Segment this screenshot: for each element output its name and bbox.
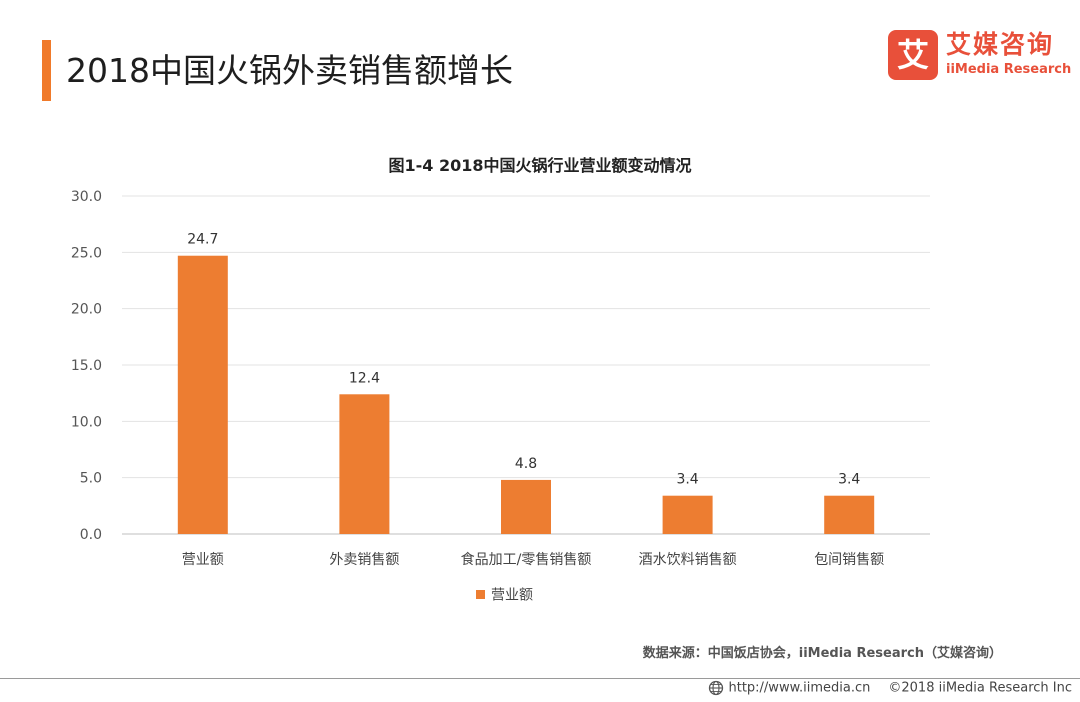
footer-divider: [0, 678, 1080, 679]
data-source-note: 数据来源：中国饭店协会，iiMedia Research（艾媒咨询）: [642, 646, 1002, 661]
y-tick-label: 0.0: [80, 527, 102, 543]
bar: [824, 495, 875, 534]
chart-title: 图1-4 2018中国火锅行业营业额变动情况: [388, 156, 692, 175]
logo-mark: 艾: [888, 30, 938, 80]
y-tick-label: 15.0: [71, 358, 102, 374]
footer: http://www.iimedia.cn ©2018 iiMedia Resea…: [708, 680, 1072, 698]
x-tick-label: 包间销售额: [814, 552, 884, 568]
footer-copyright: ©2018 iiMedia Research Inc: [888, 680, 1072, 696]
x-tick-label: 酒水饮料销售额: [639, 552, 737, 568]
x-tick-label: 营业额: [182, 552, 224, 568]
x-tick-label: 外卖销售额: [329, 552, 399, 568]
y-tick-label: 20.0: [71, 302, 102, 318]
bar: [662, 495, 713, 534]
y-tick-label: 30.0: [71, 189, 102, 205]
footer-url-link[interactable]: http://www.iimedia.cn: [728, 680, 871, 696]
title-accent-bar: [42, 40, 51, 101]
logo-name-en: iiMedia Research: [946, 62, 1072, 77]
globe-icon: [709, 680, 724, 696]
data-label: 3.4: [676, 472, 698, 488]
data-label: 4.8: [515, 456, 537, 472]
chart-legend: 营业额: [476, 584, 533, 604]
bar: [501, 479, 551, 534]
data-label: 12.4: [349, 370, 380, 386]
y-tick-label: 25.0: [71, 245, 102, 261]
logo-name-cn: 艾媒咨询: [946, 30, 1055, 59]
legend-label: 营业额: [491, 587, 533, 604]
legend-swatch: [476, 590, 485, 599]
bar: [339, 394, 390, 534]
y-tick-label: 5.0: [80, 471, 102, 487]
iimedia-logo: 艾 艾媒咨询 iiMedia Research: [888, 30, 1072, 80]
data-label: 3.4: [838, 472, 860, 488]
x-tick-label: 食品加工/零售销售额: [461, 551, 592, 568]
page-title: 2018中国火锅外卖销售额增长: [66, 51, 513, 90]
data-label: 24.7: [187, 232, 218, 248]
y-tick-label: 10.0: [71, 414, 102, 430]
bar: [177, 255, 228, 535]
